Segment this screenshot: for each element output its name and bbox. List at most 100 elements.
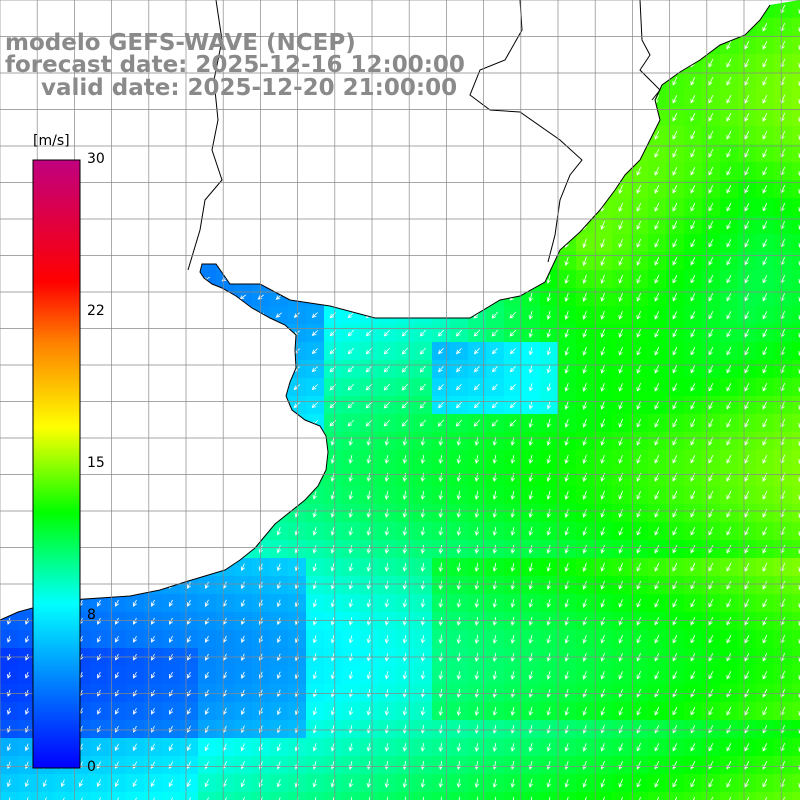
wind-speed-cell (792, 414, 800, 433)
wind-speed-cell (18, 792, 37, 800)
wind-arrow (762, 670, 768, 680)
wind-speed-cell (0, 360, 19, 379)
wind-arrow (167, 330, 175, 336)
wind-arrow (149, 168, 157, 174)
wind-arrow (726, 436, 732, 446)
wind-speed-cell (198, 540, 217, 559)
wind-speed-cell (540, 126, 559, 145)
wind-speed-cell (0, 792, 19, 800)
wind-arrow (167, 204, 175, 210)
wind-arrow (582, 742, 587, 752)
wind-speed-cell (108, 414, 127, 433)
wind-arrow (636, 635, 642, 644)
wind-arrow (708, 94, 714, 104)
wind-arrow (420, 454, 426, 464)
wind-arrow (186, 599, 191, 607)
wind-arrow (168, 509, 174, 518)
wind-arrow (600, 22, 605, 32)
wind-arrow (546, 598, 551, 608)
wind-arrow (149, 150, 157, 156)
wind-arrow (510, 616, 516, 626)
wind-arrow (744, 544, 750, 554)
wind-arrow (24, 491, 29, 500)
wind-arrow (582, 670, 587, 680)
wind-speed-cell (252, 792, 271, 800)
wind-arrow (455, 167, 463, 175)
wind-arrow (455, 311, 462, 319)
wind-speed-cell (0, 126, 19, 145)
wind-arrow (311, 186, 318, 193)
wind-speed-cell (666, 0, 685, 19)
wind-speed-cell (432, 234, 451, 253)
wind-speed-cell (648, 792, 667, 800)
wind-arrow (509, 239, 517, 247)
wind-arrow (726, 796, 732, 800)
wind-speed-cell (144, 414, 163, 433)
wind-arrow (491, 149, 499, 157)
wind-arrow (23, 132, 31, 138)
wind-arrow (401, 329, 408, 337)
wind-arrow (455, 5, 463, 13)
wind-arrow (780, 796, 786, 800)
wind-arrow (618, 364, 623, 374)
wind-speed-cell (234, 144, 253, 163)
wind-speed-cell (216, 144, 235, 163)
wind-speed-cell (450, 234, 469, 253)
wind-arrow (654, 617, 660, 626)
wind-speed-cell (540, 18, 559, 37)
wind-speed-cell (432, 0, 451, 19)
wind-arrow (401, 257, 408, 265)
wind-arrow (690, 436, 696, 446)
wind-arrow (96, 779, 101, 788)
wind-speed-cell (720, 18, 739, 37)
wind-arrow (96, 599, 102, 607)
wind-arrow (167, 6, 175, 12)
wind-arrow (23, 330, 30, 336)
wind-speed-cell (630, 54, 649, 73)
wind-speed-cell (324, 162, 343, 181)
wind-arrow (330, 509, 335, 518)
wind-arrow (546, 220, 551, 231)
wind-arrow (185, 204, 193, 210)
wind-arrow (293, 312, 300, 318)
wind-arrow (726, 508, 732, 518)
wind-arrow (492, 742, 498, 752)
wind-arrow (149, 204, 157, 210)
wind-arrow (690, 418, 696, 428)
wind-arrow (5, 384, 12, 390)
wind-arrow (636, 706, 642, 716)
wind-speed-cell (0, 162, 19, 181)
wind-speed-cell (72, 108, 91, 127)
wind-arrow (96, 617, 102, 625)
wind-arrow (131, 312, 139, 318)
wind-arrow (708, 707, 714, 716)
wind-arrow (293, 240, 300, 246)
wind-arrow (744, 598, 750, 608)
wind-speed-cell (0, 108, 19, 127)
wind-arrow (582, 490, 587, 500)
wind-speed-cell (594, 72, 613, 91)
wind-arrow (456, 778, 462, 788)
wind-speed-cell (234, 270, 253, 289)
wind-arrow (383, 23, 390, 31)
wind-arrow (455, 257, 462, 265)
wind-arrow (347, 113, 355, 121)
wind-arrow (762, 184, 768, 194)
wind-arrow (151, 671, 156, 679)
wind-arrow (366, 689, 372, 698)
wind-arrow (708, 257, 714, 266)
wind-arrow (618, 796, 623, 800)
wind-arrow (95, 114, 103, 120)
wind-arrow (744, 796, 750, 800)
wind-speed-cell (576, 0, 595, 19)
wind-arrow (474, 580, 480, 590)
wind-arrow (114, 437, 119, 446)
wind-speed-cell (234, 342, 253, 361)
wind-arrow (690, 562, 696, 572)
wind-speed-cell (270, 504, 289, 523)
wind-speed-cell (126, 126, 145, 145)
wind-arrow (654, 130, 660, 140)
wind-arrow (708, 365, 714, 374)
wind-arrow (149, 276, 157, 282)
wind-speed-cell (36, 0, 55, 19)
